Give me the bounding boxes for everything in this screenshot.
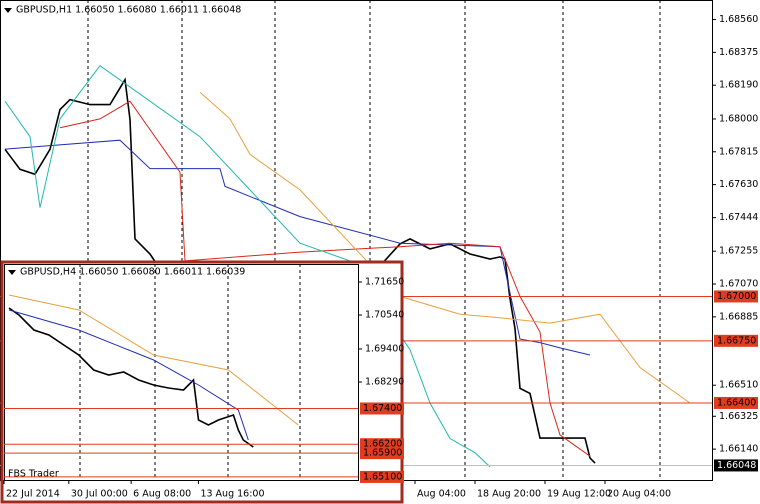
bid-label-box [714, 459, 758, 472]
broker-label: FBS Trader [8, 469, 59, 480]
price-line [199, 91, 691, 404]
level-label-box [714, 396, 758, 409]
period-separators [87, 0, 661, 480]
y-tick-label: 1.67070 [719, 279, 758, 290]
y-tick-label: 1.66325 [719, 411, 758, 422]
y-tick-label: 1.70540 [365, 310, 404, 321]
plot-frame [4, 264, 359, 481]
y-tick-label: 1.66885 [719, 311, 758, 322]
y-tick-label: 1.66510 [719, 380, 758, 391]
level-label-box [360, 447, 404, 460]
x-tick-label: 22 Jul 2014 [6, 489, 60, 500]
level-label: 1.66400 [717, 397, 756, 408]
price-line [8, 294, 299, 426]
y-tick-label: 1.67630 [719, 179, 758, 190]
level-label: 1.65900 [363, 448, 402, 459]
level-label: 1.66750 [717, 335, 756, 346]
series-group [8, 294, 299, 448]
y-tick-label: 1.66140 [719, 444, 758, 455]
chart-title: GBPUSD,H4 1.66050 1.66080 1.66011 1.6603… [20, 267, 245, 278]
inset-frame [0, 260, 404, 504]
level-label: 1.67000 [717, 291, 756, 302]
chart-title: GBPUSD,H1 1.66050 1.66080 1.66011 1.6604… [16, 5, 241, 16]
inset-chart: GBPUSD,H4 1.66050 1.66080 1.66011 1.6603… [0, 260, 404, 504]
y-tick-label: 1.68000 [719, 113, 758, 124]
y-tick-label: 1.68190 [719, 80, 758, 91]
y-tick-label: 1.68290 [365, 376, 404, 387]
x-tick-label: Aug 04:00 [417, 489, 466, 500]
level-label-box [360, 470, 404, 483]
price-line [4, 65, 491, 468]
y-tick-label: 1.67815 [719, 146, 758, 157]
y-tick-label: 1.68560 [719, 14, 758, 25]
x-tick-label: 13 Aug 16:00 [200, 489, 264, 500]
level-label: 1.66200 [363, 439, 402, 450]
level-label-box [714, 290, 758, 303]
menu-arrow[interactable] [4, 8, 12, 13]
series-group [4, 65, 691, 468]
y-tick-label: 1.68375 [719, 47, 758, 58]
y-tick-label: 1.71650 [365, 277, 404, 288]
x-tick-label: 18 Aug 20:00 [477, 489, 541, 500]
price-line [4, 139, 591, 356]
level-label-box [360, 402, 404, 415]
bid-label: 1.66048 [717, 460, 756, 471]
price-line [8, 309, 249, 441]
x-tick-label: 6 Aug 08:00 [133, 489, 191, 500]
price-line [8, 307, 254, 448]
level-label: 1.67400 [363, 403, 402, 414]
level-label-box [714, 334, 758, 347]
menu-arrow[interactable] [8, 270, 16, 275]
y-tick-label: 1.67444 [719, 212, 758, 223]
x-tick-label: 30 Jul 00:00 [71, 489, 128, 500]
y-tick-label: 1.67255 [719, 246, 758, 257]
x-tick-label: 19 Aug 12:00 [547, 489, 611, 500]
price-line [4, 77, 596, 464]
level-label: 1.65100 [363, 471, 402, 482]
price-line [59, 100, 591, 457]
y-tick-label: 1.69400 [365, 343, 404, 354]
x-tick-label: 20 Aug 04:00 [607, 489, 671, 500]
